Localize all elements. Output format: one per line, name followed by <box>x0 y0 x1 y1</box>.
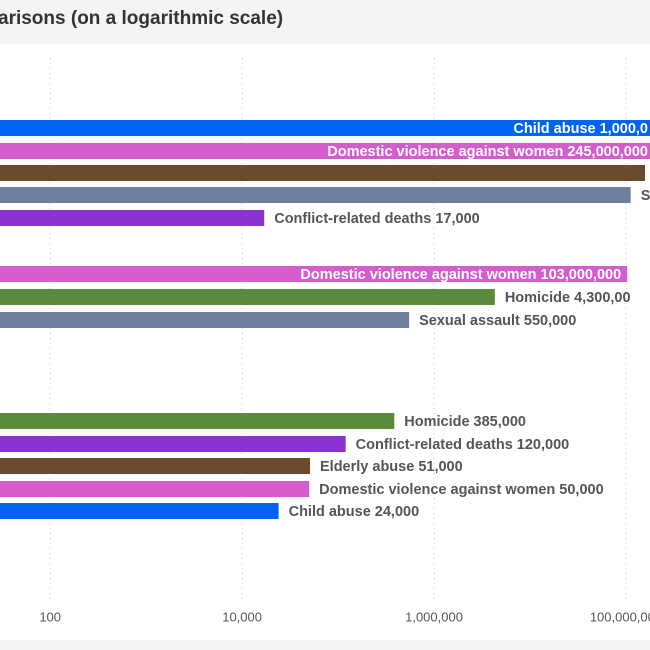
bar-label: Domestic violence against women 245,000,… <box>327 144 648 160</box>
bar <box>0 436 346 452</box>
bar <box>0 289 495 305</box>
chart-title: arisons (on a logarithmic scale) <box>0 8 283 29</box>
bar <box>0 413 395 429</box>
x-tick-label: 100,000,000 <box>590 609 650 624</box>
bar <box>0 210 265 226</box>
bar <box>0 458 311 474</box>
bar <box>0 503 279 519</box>
x-tick-label: 100 <box>39 609 61 624</box>
bar-label: Domestic violence against women 103,000,… <box>300 267 621 283</box>
bar <box>0 312 410 328</box>
bar-label: S <box>641 188 650 204</box>
bar-label: Child abuse 24,000 <box>289 504 420 520</box>
bar <box>0 120 650 136</box>
bar-label: Homicide 385,000 <box>404 414 526 430</box>
bar <box>0 165 646 181</box>
bar-label: Conflict-related deaths 120,000 <box>356 437 570 453</box>
bar-label: Homicide 4,300,00 <box>505 290 631 306</box>
x-tick-label: 10,000 <box>222 609 262 624</box>
bar <box>0 481 310 497</box>
bar-label: Child abuse 1,000,0 <box>513 121 648 137</box>
bar <box>0 187 631 203</box>
bar-label: Conflict-related deaths 17,000 <box>274 211 480 227</box>
bar <box>0 143 650 159</box>
x-tick-label: 1,000,000 <box>405 609 463 624</box>
bar <box>0 266 628 282</box>
bar-label: Sexual assault 550,000 <box>419 313 576 329</box>
bar-label: Domestic violence against women 50,000 <box>319 482 603 498</box>
bar-label: Elderly abuse 51,000 <box>320 459 463 475</box>
